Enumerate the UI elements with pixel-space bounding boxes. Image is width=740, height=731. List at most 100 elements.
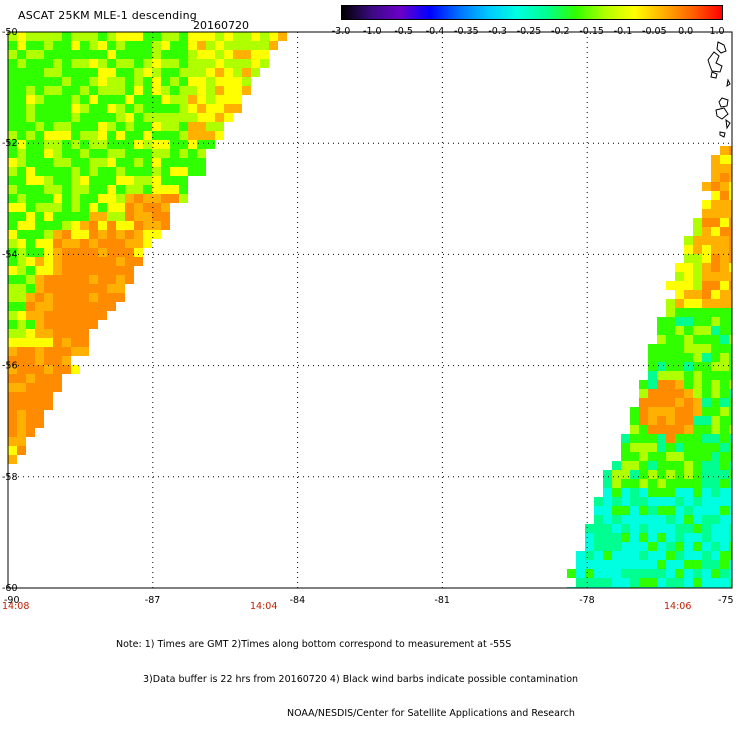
swath-pixel [729,389,732,398]
swath-pixel [684,398,693,407]
swath-pixel [666,281,675,290]
swath-pixel [675,479,684,488]
swath-pixel [603,533,612,542]
swath-pixel [720,191,729,200]
swath-pixel [17,284,26,293]
swath-pixel [567,569,576,578]
swath-pixel [197,167,206,176]
swath-pixel [170,149,179,158]
swath-pixel [143,32,152,41]
swath-pixel [26,365,35,374]
swath-pixel [8,95,17,104]
swath-pixel [720,443,729,452]
swath-pixel [98,203,107,212]
swath-pixel [35,104,44,113]
swath-pixel [639,578,648,587]
swath-pixel [8,32,17,41]
swath-pixel [720,389,729,398]
swath-pixel [89,212,98,221]
swath-pixel [8,212,17,221]
swath-pixel [702,398,711,407]
swath-pixel [657,443,666,452]
swath-pixel [107,50,116,59]
swath-pixel [657,461,666,470]
swath-pixel [89,158,98,167]
swath-pixel [612,542,621,551]
swath-pixel [161,158,170,167]
swath-pixel [278,32,287,41]
time-label: 14:04 [250,601,277,610]
swath-pixel [197,32,206,41]
swath-pixel [576,578,585,587]
swath-pixel [62,41,71,50]
time-label: 14:06 [664,601,691,610]
color-scale-tick: -1.0 [363,26,382,37]
swath-pixel [35,329,44,338]
swath-pixel [98,86,107,95]
swath-pixel [62,365,71,374]
swath-pixel [53,257,62,266]
swath-pixel [612,488,621,497]
swath-pixel [134,122,143,131]
swath-pixel [80,122,89,131]
swath-pixel [702,443,711,452]
swath-pixel [684,317,693,326]
swath-pixel [161,194,170,203]
swath-pixel [711,308,720,317]
swath-pixel [80,320,89,329]
swath-pixel [53,356,62,365]
swath-pixel [143,131,152,140]
swath-pixel [71,194,80,203]
swath-pixel [612,506,621,515]
swath-pixel [684,281,693,290]
swath-pixel [44,32,53,41]
swath-pixel [657,542,666,551]
swath-pixel [648,506,657,515]
swath-pixel [143,239,152,248]
swath-pixel [17,176,26,185]
swath-pixel [215,32,224,41]
swath-pixel [62,302,71,311]
swath-pixel [134,248,143,257]
swath-pixel [197,131,206,140]
swath-pixel [53,176,62,185]
swath-pixel [44,176,53,185]
swath-pixel [188,86,197,95]
swath-pixel [53,104,62,113]
swath-pixel [125,50,134,59]
swath-pixel [702,254,711,263]
lon-label: -87 [145,595,161,606]
swath-pixel [143,212,152,221]
swath-pixel [116,167,125,176]
swath-pixel [720,263,729,272]
swath-pixel [594,569,603,578]
swath-pixel [80,257,89,266]
swath-pixel [630,470,639,479]
swath-pixel [161,77,170,86]
plot-frame [7,31,733,589]
swath-pixel [720,533,729,542]
lat-label: -56 [2,361,18,372]
swath-pixel [116,95,125,104]
swath-pixel [666,380,675,389]
swath-pixel [675,425,684,434]
swath-pixel [170,167,179,176]
swath-pixel [17,230,26,239]
swath-pixel [170,86,179,95]
swath-pixel [702,515,711,524]
swath-pixel [44,50,53,59]
swath-pixel [89,32,98,41]
swath-pixel [720,353,729,362]
swath-pixel [639,380,648,389]
swath-pixel [684,290,693,299]
swath-pixel [188,122,197,131]
swath-pixel [648,479,657,488]
swath-pixel [639,470,648,479]
swath-pixel [107,239,116,248]
swath-pixel [116,32,125,41]
right-swath-data [567,146,732,588]
swath-pixel [107,248,116,257]
swath-pixel [152,167,161,176]
swath-pixel [143,113,152,122]
swath-pixel [720,470,729,479]
